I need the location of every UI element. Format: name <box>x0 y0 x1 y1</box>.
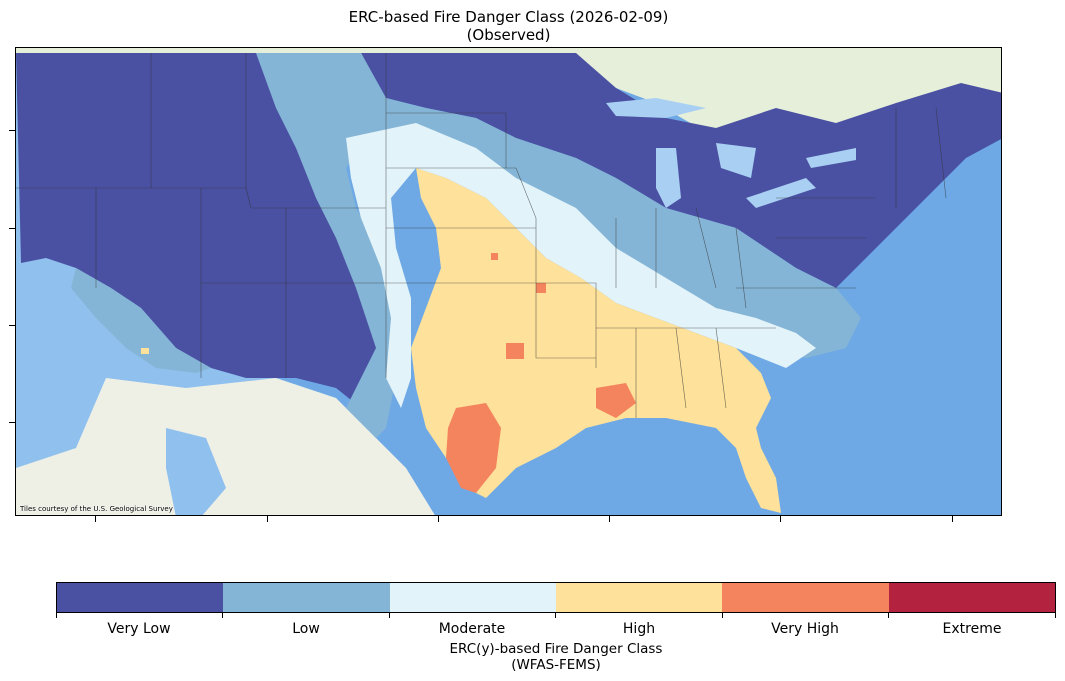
map-panel[interactable]: Tiles courtesy of the U.S. Geological Su… <box>15 47 1002 516</box>
legend-label-low: Low <box>292 621 320 637</box>
colorbar-segment-high <box>555 583 723 612</box>
legend-title: ERC(y)-based Fire Danger Class <box>449 641 663 657</box>
legend-label-very-low: Very Low <box>107 621 171 637</box>
y-tick <box>9 228 15 229</box>
map-subtitle: (Observed) <box>466 26 551 44</box>
x-tick <box>609 516 610 522</box>
x-tick <box>267 516 268 522</box>
zone-very-high-texas <box>446 403 501 493</box>
legend-label-extreme: Extreme <box>942 621 1002 637</box>
colorbar-tick <box>888 613 889 618</box>
mexico-land <box>16 378 435 515</box>
map-attribution: Tiles courtesy of the U.S. Geological Su… <box>20 505 173 513</box>
map-title: ERC-based Fire Danger Class (2026-02-09) <box>348 8 669 26</box>
lake-erie <box>746 178 816 208</box>
x-tick <box>95 516 96 522</box>
x-tick <box>780 516 781 522</box>
lake-ontario <box>806 148 856 168</box>
y-tick <box>9 325 15 326</box>
state-boundaries <box>16 53 947 418</box>
colorbar-tick <box>222 613 223 618</box>
colorbar-segment-very-low <box>57 583 224 612</box>
zone-very-high-louisiana <box>596 383 636 418</box>
y-tick <box>9 130 15 131</box>
zone-moderate <box>346 123 816 408</box>
colorbar-tick <box>722 613 723 618</box>
lake-michigan <box>656 148 681 208</box>
lake-superior <box>606 98 706 118</box>
colorbar-tick <box>56 613 57 618</box>
colorbar-tick <box>1055 613 1056 618</box>
colorbar-segment-moderate <box>389 583 556 612</box>
colorbar-segment-extreme <box>888 583 1055 612</box>
colorbar-tick <box>555 613 556 618</box>
x-tick <box>438 516 439 522</box>
lake-huron <box>716 143 756 178</box>
colorbar-segment-very-high <box>722 583 889 612</box>
legend-source: (WFAS-FEMS) <box>511 657 601 673</box>
legend-label-moderate: Moderate <box>438 621 506 637</box>
fire-danger-map <box>16 48 1001 515</box>
colorbar-tick <box>389 613 390 618</box>
y-tick <box>9 422 15 423</box>
x-tick <box>952 516 953 522</box>
colorbar-segment-low <box>223 583 390 612</box>
colorbar <box>56 582 1056 613</box>
legend-label-very-high: Very High <box>771 621 839 637</box>
legend-label-high: High <box>622 621 656 637</box>
zone-very-low-east <box>361 53 1001 288</box>
